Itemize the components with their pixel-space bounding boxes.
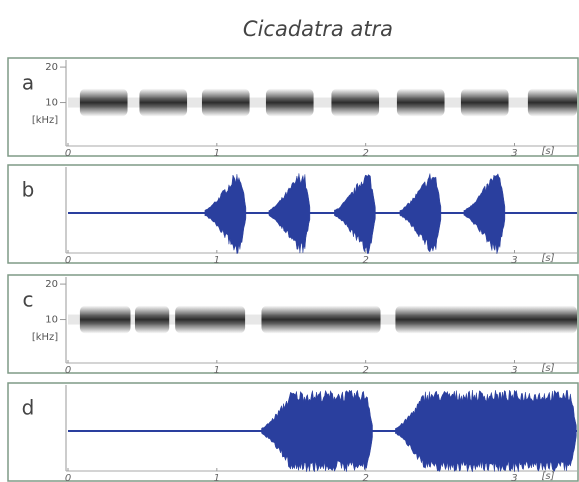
x-tick-label: 3 (511, 473, 517, 482)
waveform-burst (395, 389, 577, 473)
panel-frame (7, 164, 579, 264)
x-unit: [s] (541, 471, 554, 482)
x-tick-label: 0 (65, 473, 71, 482)
spectrogram-burst (175, 305, 246, 334)
spectrogram-burst (79, 305, 131, 334)
x-tick-label: 2 (362, 255, 368, 266)
panel-label: c (23, 288, 34, 312)
waveform-burst (399, 173, 442, 253)
waveform-burst (268, 173, 311, 254)
x-unit: [s] (541, 146, 554, 157)
x-tick-label: 2 (362, 148, 368, 159)
spectrogram-burst (396, 88, 445, 117)
waveform-burst (204, 174, 247, 255)
spectrogram-burst (201, 88, 250, 117)
spectrogram-burst (265, 88, 314, 117)
noise-band (68, 97, 577, 108)
x-unit: [s] (541, 253, 554, 264)
panel-frame (7, 57, 579, 157)
x-tick-label: 0 (65, 255, 71, 266)
spectrogram-burst (79, 88, 128, 117)
spectrogram-burst (460, 88, 509, 117)
x-unit: [s] (541, 363, 554, 374)
y-tick-label: 20 (45, 62, 58, 73)
panel-label: d (22, 396, 35, 420)
figure-title: Cicadatra atra (243, 17, 393, 41)
spectrogram-burst (134, 305, 170, 334)
spectrogram-burst (139, 88, 188, 117)
y-tick-label: 10 (45, 315, 58, 326)
y-unit: [kHz] (32, 332, 58, 343)
x-tick-label: 3 (511, 365, 517, 376)
x-tick-label: 1 (214, 473, 220, 482)
waveform-burst (463, 173, 506, 254)
y-tick-label: 10 (45, 98, 58, 109)
x-tick-label: 3 (511, 148, 517, 159)
panel-frame (7, 382, 579, 482)
x-tick-label: 1 (214, 255, 220, 266)
x-tick-label: 0 (65, 148, 71, 159)
x-tick-label: 2 (362, 473, 368, 482)
y-tick-label: 20 (45, 279, 58, 290)
waveform-burst (334, 174, 376, 254)
x-tick-label: 0 (65, 365, 71, 376)
spectrogram-burst (331, 88, 380, 117)
waveform-burst (261, 389, 373, 473)
spectrogram-burst (527, 88, 577, 117)
x-tick-label: 3 (511, 255, 517, 266)
panel-label: a (22, 71, 34, 95)
x-tick-label: 1 (214, 148, 220, 159)
spectrogram-burst (261, 305, 381, 334)
panel-label: b (22, 178, 35, 202)
y-unit: [kHz] (32, 115, 58, 126)
spectrogram-burst (395, 305, 577, 334)
x-tick-label: 1 (214, 365, 220, 376)
x-tick-label: 2 (362, 365, 368, 376)
panel-frame (7, 274, 579, 374)
